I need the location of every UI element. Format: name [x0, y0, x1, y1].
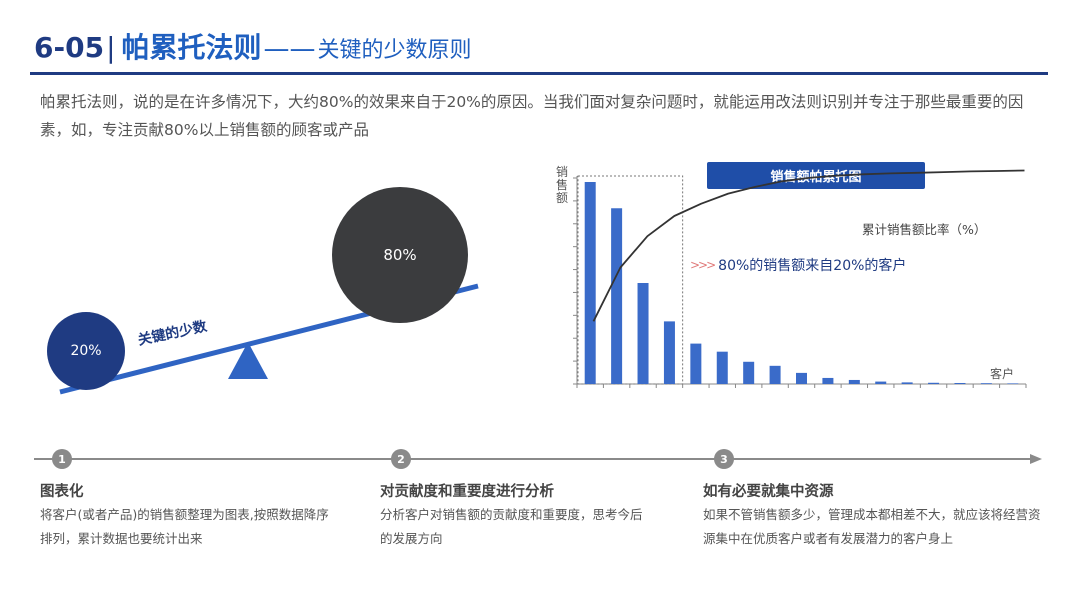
bar [637, 283, 649, 384]
intro-paragraph: 帕累托法则，说的是在许多情况下，大约80%的效果来自于20%的原因。当我们面对复… [40, 93, 1024, 139]
title-subtitle: 关键的少数原则 [317, 38, 472, 63]
big-circle-label: 80% [383, 246, 417, 264]
bar [663, 321, 675, 384]
seesaw-illustration: 20% 80% 关键的少数 [40, 170, 500, 410]
step-1-number: 1 [52, 449, 72, 469]
title-separator: | [106, 31, 116, 64]
bar [822, 377, 834, 384]
page-title: 6-05 | 帕累托法则 —— 关键的少数原则 [34, 26, 472, 70]
bar [584, 182, 596, 384]
bar [690, 343, 702, 384]
timeline-arrow [34, 454, 1042, 464]
bar [716, 351, 728, 384]
circle-big-80: 80% [332, 187, 468, 323]
bar [848, 379, 860, 384]
step-2-number: 2 [391, 449, 411, 469]
annotation-text: 80%的销售额来自20%的客户 [718, 258, 907, 274]
step-1-desc: 将客户(或者产品)的销售额整理为图表,按照数据降序排列，累计数据也要统计出来 [40, 507, 329, 546]
curve-legend-label: 累计销售额比率（%） [862, 222, 987, 237]
step-3-title: 如有必要就集中资源 [703, 484, 834, 500]
bar [769, 365, 781, 384]
annotation-arrows-icon: >>> [690, 258, 716, 272]
bar [928, 382, 940, 384]
step-2-desc: 分析客户对销售额的贡献度和重要度，思考今后的发展方向 [380, 507, 643, 546]
bar [743, 361, 755, 384]
title-dashes: —— [263, 34, 316, 64]
chart-title: 销售额帕累托图 [707, 162, 925, 189]
bar [901, 382, 913, 384]
small-circle-label: 20% [70, 343, 102, 359]
step-3-number: 3 [714, 449, 734, 469]
chart-y-label: 销售额 [555, 165, 568, 205]
chart-x-label: 客户 [990, 367, 1015, 381]
chart-annotation: >>> 80%的销售额来自20%的客户 [690, 255, 906, 275]
title-number: 6-05 [34, 31, 105, 64]
bar [980, 383, 992, 384]
bar [1007, 383, 1019, 384]
bar [796, 372, 807, 384]
fulcrum-triangle [228, 342, 268, 379]
circle-small-20: 20% [47, 312, 125, 390]
highlight-box [577, 175, 684, 385]
step-1-title: 图表化 [40, 484, 84, 500]
title-underline [30, 72, 1048, 75]
bar [611, 208, 623, 384]
step-3-desc: 如果不管销售额多少，管理成本都相差不大，就应该将经营资源集中在优质客户或者有发展… [703, 507, 1041, 546]
title-main: 帕累托法则 [121, 31, 262, 64]
step-2-title: 对贡献度和重要度进行分析 [380, 484, 554, 500]
bar [954, 382, 966, 384]
bar [875, 381, 887, 384]
cumulative-line [592, 169, 1025, 322]
